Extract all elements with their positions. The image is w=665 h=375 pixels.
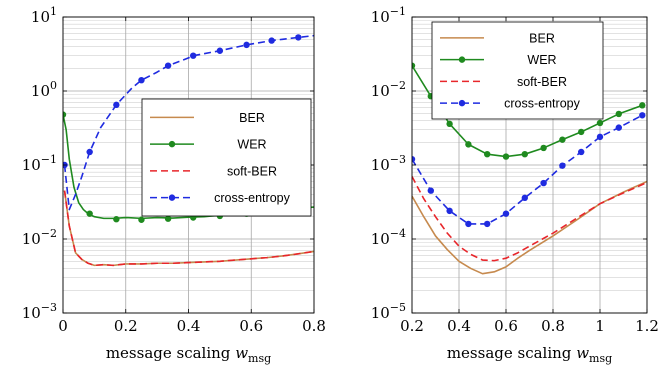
data-point-cross-entropy — [412, 155, 416, 163]
x-tick-label: 0.8 — [541, 317, 565, 335]
data-point-WER — [521, 150, 528, 158]
data-point-WER — [164, 215, 172, 222]
y-tick-label: 100 — [31, 79, 57, 100]
data-point-cross-entropy — [540, 179, 547, 187]
data-point-cross-entropy — [578, 148, 585, 156]
legend: BER WER soft-BER cross-entropy — [141, 98, 312, 217]
data-point-cross-entropy — [164, 62, 172, 69]
x-tick-label: 0 — [58, 317, 68, 335]
legend: BER WER soft-BER cross-entropy — [431, 21, 604, 120]
legend-marker-cross-entropy — [458, 99, 466, 107]
legend-label: cross-entropy — [214, 191, 290, 205]
x-tick-label: 0.4 — [177, 317, 201, 335]
data-point-cross-entropy — [615, 124, 622, 131]
data-point-WER — [596, 119, 604, 127]
y-tick-label: 10−4 — [371, 227, 406, 248]
data-point-cross-entropy — [446, 207, 453, 215]
legend-label: BER — [239, 111, 265, 125]
data-point-cross-entropy — [86, 148, 93, 156]
data-point-WER — [484, 150, 491, 158]
data-point-WER — [63, 111, 67, 118]
data-point-cross-entropy — [639, 112, 646, 119]
y-tick-label: 10−1 — [22, 153, 57, 174]
legend-marker-WER — [458, 56, 466, 63]
y-tick-label: 10−1 — [371, 5, 406, 26]
axes: 0.2 0.4 0.6 0.8 1 1.2 10−5 10−4 10−3 10−2 10−1 — [371, 5, 659, 335]
data-point-cross-entropy — [596, 133, 604, 141]
data-point-cross-entropy — [521, 194, 528, 202]
data-point-cross-entropy — [243, 41, 250, 49]
data-point-WER — [559, 136, 566, 143]
data-point-cross-entropy — [559, 162, 566, 169]
legend-marker-cross-entropy — [168, 194, 176, 201]
series-line-BER — [412, 180, 647, 275]
x-tick-label: 0.8 — [302, 317, 326, 335]
data-point-WER — [412, 62, 416, 69]
series-line-cross-entropy — [412, 114, 643, 225]
y-tick-label: 10−2 — [22, 227, 57, 248]
data-point-WER — [578, 128, 585, 136]
data-point-WER — [113, 216, 120, 223]
chart-panel-2: 0.2 0.4 0.6 0.8 1 1.2 10−5 10−4 10−3 10−2 10−1 mess… — [371, 5, 659, 365]
x-tick-label: 0.4 — [447, 317, 471, 335]
x-tick-label: 1.2 — [635, 317, 659, 335]
series-line-soft-BER — [63, 190, 314, 267]
legend-label: soft-BER — [517, 75, 567, 89]
x-axis-label: message scaling wmsg — [106, 344, 271, 365]
y-tick-label: 10−3 — [371, 153, 406, 174]
y-tick-label: 10−2 — [371, 79, 406, 100]
data-point-cross-entropy — [190, 52, 197, 59]
data-point-cross-entropy — [138, 76, 145, 84]
chart-panel-1: 0 0.2 0.4 0.6 0.8 10−3 10−2 10−1 100 101 message s… — [22, 5, 326, 365]
data-point-WER — [446, 120, 453, 128]
y-tick-label: 10−3 — [22, 301, 57, 322]
data-point-cross-entropy — [502, 210, 510, 217]
data-point-WER — [615, 110, 622, 118]
legend-label: BER — [529, 31, 555, 45]
data-point-WER — [540, 144, 547, 152]
data-point-WER — [502, 153, 510, 160]
axes: 0 0.2 0.4 0.6 0.8 10−3 10−2 10−1 100 101 — [22, 5, 326, 335]
data-point-cross-entropy — [295, 34, 302, 41]
x-tick-label: 0.6 — [494, 317, 518, 335]
data-point-cross-entropy — [465, 220, 472, 228]
data-point-cross-entropy — [427, 187, 434, 194]
data-point-WER — [465, 141, 472, 148]
x-tick-label: 0.6 — [239, 317, 263, 335]
data-point-cross-entropy — [268, 37, 275, 44]
y-tick-label: 101 — [31, 5, 57, 26]
legend-label: WER — [237, 138, 266, 152]
legend-marker-WER — [168, 140, 176, 148]
data-point-WER — [639, 102, 646, 109]
data-point-cross-entropy — [113, 101, 120, 109]
data-point-WER — [86, 210, 93, 217]
plot-area — [412, 62, 647, 275]
data-point-cross-entropy — [216, 47, 224, 54]
y-tick-label: 10−5 — [371, 301, 406, 322]
x-tick-label: 0.2 — [114, 317, 138, 335]
legend-label: cross-entropy — [504, 97, 580, 111]
x-tick-label: 1 — [595, 317, 605, 335]
data-point-WER — [138, 216, 145, 223]
x-tick-label: 0.2 — [400, 317, 424, 335]
legend-label: WER — [527, 53, 556, 67]
x-axis-label: message scaling wmsg — [447, 344, 612, 365]
data-point-cross-entropy — [484, 220, 491, 228]
legend-label: soft-BER — [227, 164, 277, 178]
series-line-soft-BER — [412, 176, 647, 262]
